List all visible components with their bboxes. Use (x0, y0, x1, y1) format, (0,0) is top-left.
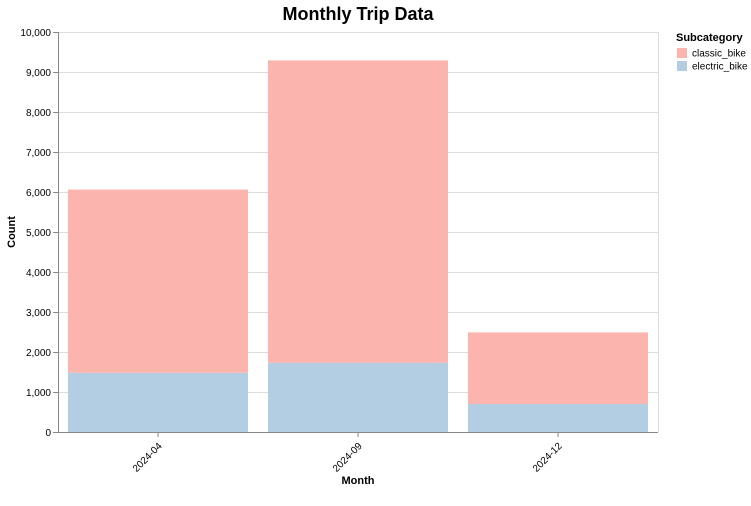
legend-swatch-electric_bike (677, 61, 687, 71)
bar-electric_bike (68, 372, 248, 432)
bar-classic_bike (268, 60, 448, 363)
y-tick-label: 0 (45, 428, 51, 439)
bar-classic_bike (68, 189, 248, 373)
chart-title: Monthly Trip Data (282, 4, 434, 24)
bars (68, 60, 648, 432)
x-tick-label: 2024-12 (531, 441, 565, 475)
bar-electric_bike (468, 404, 648, 432)
x-axis-title: Month (342, 475, 375, 487)
y-tick-label: 6,000 (26, 188, 51, 199)
y-tick-label: 7,000 (26, 148, 51, 159)
legend-label-electric_bike: electric_bike (692, 62, 748, 73)
legend-title: Subcategory (676, 32, 744, 44)
y-axis-title: Count (6, 216, 18, 248)
legend-label-classic_bike: classic_bike (692, 49, 746, 60)
bar-electric_bike (268, 362, 448, 432)
legend: Subcategory classic_bike electric_bike (676, 32, 748, 73)
legend-swatch-classic_bike (677, 48, 687, 58)
x-tick-label: 2024-04 (131, 441, 165, 475)
y-tick-label: 5,000 (26, 228, 51, 239)
bar-classic_bike (468, 332, 648, 404)
y-tick-label: 4,000 (26, 268, 51, 279)
y-tick-label: 1,000 (26, 388, 51, 399)
y-tick-label: 9,000 (26, 68, 51, 79)
y-tick-label: 8,000 (26, 108, 51, 119)
y-tick-label: 10,000 (20, 28, 51, 39)
x-tick-label: 2024-09 (331, 441, 365, 475)
y-tick-label: 2,000 (26, 348, 51, 359)
y-tick-label: 3,000 (26, 308, 51, 319)
